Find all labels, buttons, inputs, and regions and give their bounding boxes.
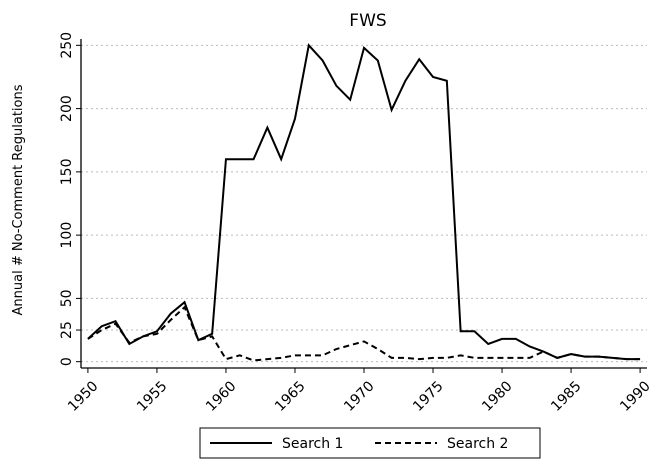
- x-tick-label: 1970: [341, 378, 378, 415]
- line-series: [87, 305, 641, 362]
- x-tick-label: 1980: [479, 378, 516, 415]
- legend-label: Search 2: [447, 436, 508, 452]
- x-tick-label: 1955: [134, 378, 171, 415]
- line-series: [87, 43, 641, 361]
- y-tick-label: 50: [59, 289, 75, 307]
- x-tick-label: 1950: [65, 378, 102, 415]
- y-tick-label: 25: [59, 321, 75, 339]
- y-tick-label: 250: [59, 32, 75, 59]
- x-tick-label: 1985: [548, 378, 585, 415]
- y-tick-label: 150: [59, 158, 75, 185]
- y-tick-label: 0: [59, 357, 75, 366]
- y-tick-label: 200: [59, 95, 75, 122]
- x-tick-label: 1975: [410, 378, 447, 415]
- legend-label: Search 1: [282, 436, 343, 452]
- x-tick-label: 1990: [617, 378, 653, 415]
- y-axis-label: Annual # No-Comment Regulations: [11, 84, 26, 315]
- y-tick-label: 100: [59, 222, 75, 249]
- chart-title: FWS: [349, 11, 386, 31]
- x-tick-label: 1960: [203, 378, 240, 415]
- x-tick-label: 1965: [272, 378, 309, 415]
